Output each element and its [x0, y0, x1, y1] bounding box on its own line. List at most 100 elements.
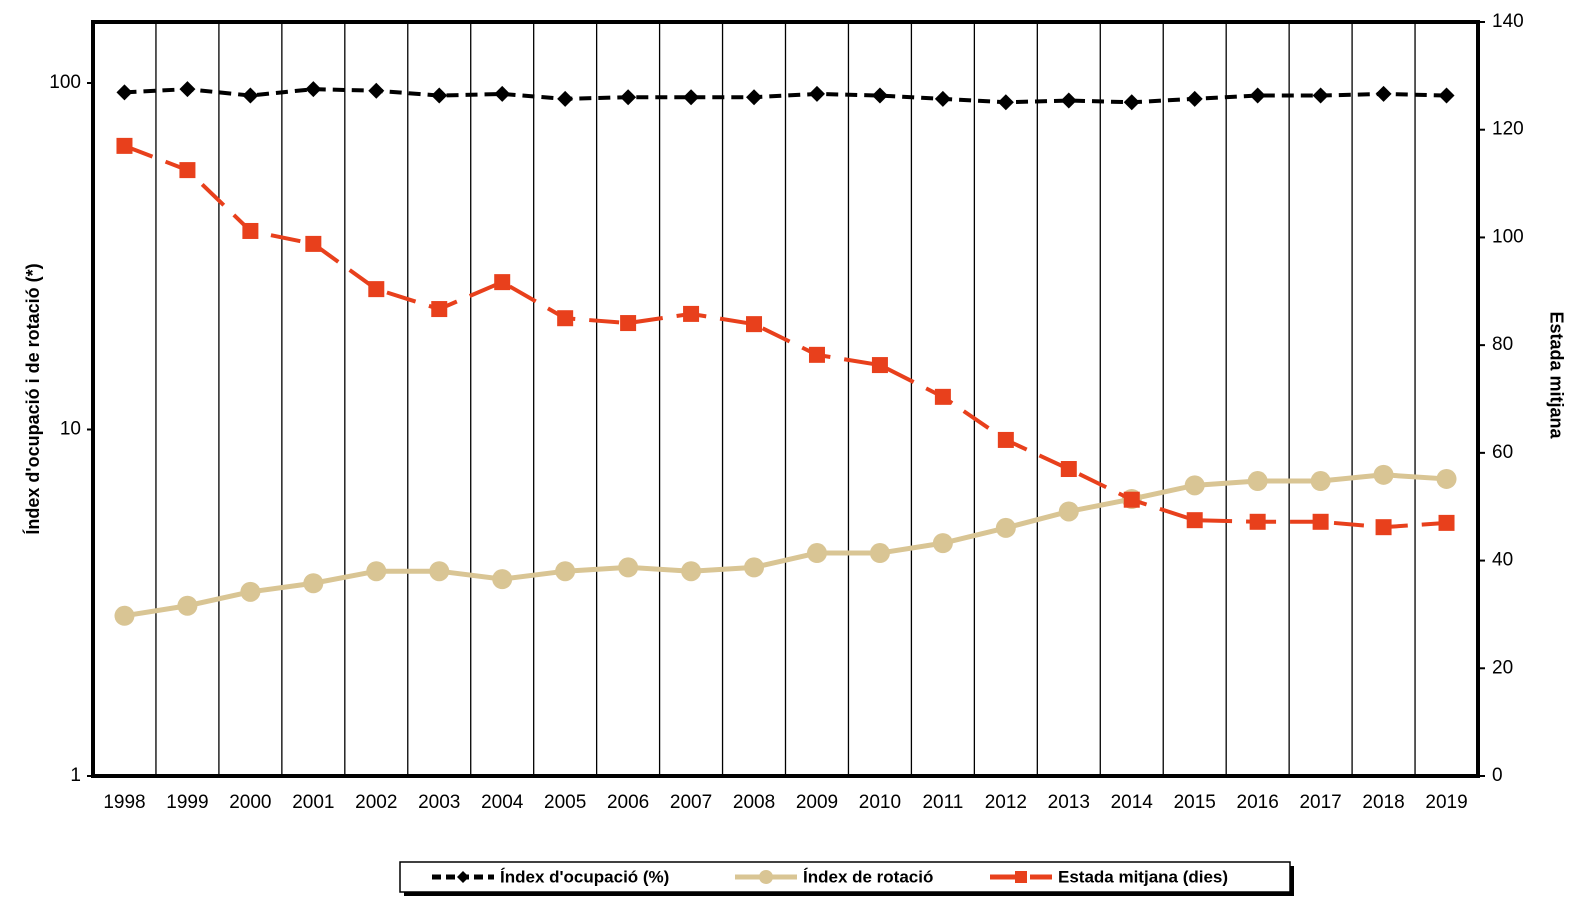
marker [806, 543, 827, 564]
marker [932, 533, 953, 554]
marker [303, 573, 324, 594]
marker [1312, 513, 1329, 530]
x-tick-label: 2002 [355, 792, 397, 813]
x-tick-label: 2004 [481, 792, 524, 813]
marker [429, 561, 450, 582]
marker [368, 281, 385, 298]
marker [179, 162, 196, 179]
marker [934, 388, 951, 405]
marker [305, 81, 322, 98]
legend [399, 861, 1291, 893]
marker [620, 89, 637, 106]
marker [557, 90, 574, 107]
legend-label: Índex d'ocupació (%) [500, 867, 669, 886]
legend-label: Estada mitjana (dies) [1058, 867, 1228, 886]
marker [934, 90, 951, 107]
marker [116, 84, 133, 101]
x-tick-label: 2007 [670, 792, 712, 813]
marker [179, 81, 196, 98]
marker [1375, 519, 1392, 536]
marker [1373, 464, 1394, 485]
x-tick-label: 2016 [1237, 792, 1279, 813]
marker [683, 89, 700, 106]
marker [681, 561, 702, 582]
marker [1186, 512, 1203, 529]
x-tick-label: 1999 [166, 792, 208, 813]
y2-tick-label: 40 [1492, 550, 1513, 571]
marker [1436, 468, 1457, 489]
x-tick-label: 2019 [1425, 792, 1467, 813]
marker [1249, 87, 1266, 104]
x-tick-label: 2014 [1111, 792, 1154, 813]
marker [1186, 90, 1203, 107]
marker [431, 87, 448, 104]
x-tick-label: 2001 [292, 792, 334, 813]
marker [808, 346, 825, 363]
marker [1184, 475, 1205, 496]
x-tick-label: 2000 [229, 792, 271, 813]
plot-frame [91, 20, 1480, 778]
series [114, 464, 1457, 626]
y2-tick-label: 100 [1492, 226, 1524, 247]
x-tick-label: 2017 [1299, 792, 1341, 813]
legend-label: Índex de rotació [803, 867, 933, 886]
marker [871, 87, 888, 104]
marker [759, 870, 773, 884]
marker [683, 305, 700, 322]
x-tick-label: 2006 [607, 792, 649, 813]
y-tick-label: 10 [60, 419, 81, 440]
x-tick-label: 2018 [1362, 792, 1404, 813]
marker [431, 301, 448, 318]
marker [997, 94, 1014, 111]
marker [1249, 513, 1266, 530]
x-tick-label: 2011 [922, 792, 963, 813]
marker [871, 357, 888, 374]
marker [1438, 87, 1455, 104]
y2-tick-label: 80 [1492, 334, 1513, 355]
y-tick-label: 100 [49, 72, 81, 93]
marker [620, 315, 637, 332]
x-tick-label: 2008 [733, 792, 775, 813]
marker [242, 222, 259, 239]
x-tick-label: 2013 [1048, 792, 1090, 813]
marker [1375, 85, 1392, 102]
marker [1123, 491, 1140, 508]
marker [116, 137, 133, 154]
marker [746, 316, 763, 333]
y2-tick-label: 120 [1492, 119, 1524, 140]
marker [492, 569, 513, 590]
x-tick-label: 2003 [418, 792, 460, 813]
series [116, 81, 1455, 111]
y-tick-label: 1 [70, 765, 81, 786]
series-line [124, 87, 1447, 105]
marker [618, 557, 639, 578]
y2-tick-label: 20 [1492, 657, 1513, 678]
marker [557, 310, 574, 327]
marker [997, 431, 1014, 448]
marker [1060, 461, 1077, 478]
marker [368, 82, 385, 99]
marker [242, 87, 259, 104]
marker [494, 274, 511, 291]
x-tick-label: 2012 [985, 792, 1027, 813]
series-line [124, 472, 1447, 619]
marker [1312, 87, 1329, 104]
marker [240, 581, 261, 602]
marker [457, 871, 469, 883]
y2-tick-label: 60 [1492, 442, 1513, 463]
y2-axis-label: Estada mitjana [1546, 311, 1566, 439]
x-tick-label: 1998 [103, 792, 145, 813]
marker [995, 517, 1016, 538]
x-tick-label: 2015 [1174, 792, 1216, 813]
y2-tick-label: 140 [1492, 11, 1524, 32]
marker [808, 85, 825, 102]
marker [305, 235, 322, 252]
marker [744, 557, 765, 578]
marker [1058, 501, 1079, 522]
y2-tick-label: 0 [1492, 765, 1503, 786]
marker [177, 595, 198, 616]
marker [1438, 514, 1455, 531]
marker [746, 89, 763, 106]
marker [366, 561, 387, 582]
